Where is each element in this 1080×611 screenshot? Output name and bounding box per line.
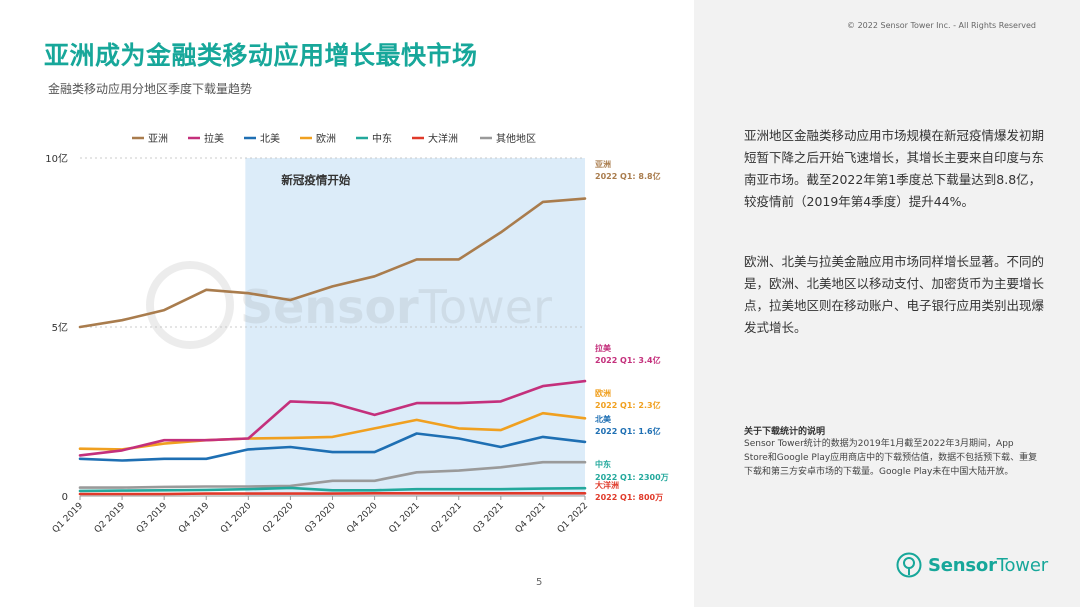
series-line — [78, 432, 587, 462]
legend-label: 其他地区 — [496, 132, 536, 145]
legend-label: 北美 — [260, 132, 280, 145]
x-tick-label: Q4 2020 — [345, 501, 380, 536]
note-title: 关于下载统计的说明 — [744, 427, 826, 437]
series-line — [78, 460, 587, 489]
x-tick-label: Q3 2019 — [135, 501, 170, 536]
end-label-value: 2022 Q1: 2300万 — [595, 473, 669, 482]
series-line — [78, 379, 587, 457]
brand-logo-bold: Sensor — [928, 554, 997, 576]
x-tick-label: Q1 2021 — [387, 501, 421, 535]
end-label-name: 欧洲 — [595, 388, 611, 398]
series-line — [78, 491, 587, 496]
chart-area: 新冠疫情开始 SensorTower 0 5亿 10亿 Q1 2019 Q2 2019 Q3 … — [45, 132, 669, 536]
legend-label: 欧洲 — [316, 133, 336, 145]
series-line — [78, 197, 587, 329]
right-panel — [694, 0, 1080, 607]
sensortower-watermark: SensorTower — [146, 261, 552, 349]
summary-paragraph-2: 欧洲、北美与拉美金融应用市场同样增长显著。不同的是，欧洲、北美地区以移动支付、加… — [744, 254, 1045, 335]
x-tick-label: Q2 2020 — [261, 501, 296, 536]
x-tick-label: Q4 2021 — [514, 501, 548, 535]
end-label-value: 2022 Q1: 1.6亿 — [595, 426, 661, 436]
watermark-text: SensorTower — [240, 280, 552, 334]
legend-label: 中东 — [372, 132, 392, 145]
end-label-name: 北美 — [595, 414, 612, 424]
end-label-value: 2022 Q1: 3.4亿 — [595, 355, 661, 365]
x-tick-label: Q3 2020 — [303, 501, 338, 536]
end-label-name: 拉美 — [595, 343, 612, 353]
x-tick-label: Q3 2021 — [472, 501, 506, 535]
legend-label: 大洋洲 — [428, 132, 458, 145]
y-tick-label: 5亿 — [52, 321, 68, 334]
chart-subtitle: 金融类移动应用分地区季度下载量趋势 — [48, 82, 253, 96]
x-tick-label: Q2 2019 — [93, 501, 128, 536]
copyright-text: © 2022 Sensor Tower Inc. - All Rights Re… — [847, 21, 1036, 30]
end-label-value: 2022 Q1: 2.3亿 — [595, 400, 661, 410]
legend-label: 亚洲 — [148, 133, 168, 145]
end-label-name: 亚洲 — [595, 160, 611, 169]
series-line — [78, 486, 587, 493]
covid-region-label: 新冠疫情开始 — [281, 173, 350, 187]
x-tick-label: Q4 2019 — [177, 501, 212, 536]
y-tick-label: 10亿 — [45, 152, 68, 165]
x-tick-label: Q1 2020 — [219, 501, 254, 536]
end-label-value: 2022 Q1: 800万 — [595, 493, 663, 502]
brand-logo: SensorTower — [896, 552, 1048, 578]
x-tick-label: Q1 2022 — [556, 501, 590, 535]
watermark-logo-icon — [146, 261, 234, 349]
end-label-name: 大洋洲 — [595, 480, 619, 490]
sensor-tower-logo-icon — [896, 552, 922, 578]
summary-paragraph-1: 亚洲地区金融类移动应用市场规模在新冠疫情爆发初期短暂下降之后开始飞速增长，其增长… — [744, 128, 1045, 209]
y-tick-label: 0 — [62, 492, 68, 503]
note-body: Sensor Tower统计的数据为2019年1月截至2022年3月期间，App… — [744, 439, 1038, 477]
brand-logo-text: SensorTower — [928, 555, 1048, 576]
x-tick-label: Q2 2021 — [430, 501, 464, 535]
series-line — [78, 411, 587, 451]
page-title: 亚洲成为金融类移动应用增长最快市场 — [44, 41, 478, 70]
brand-logo-light: Tower — [996, 554, 1048, 576]
end-label-name: 中东 — [595, 459, 611, 469]
legend-label: 拉美 — [204, 132, 224, 145]
page-number: 5 — [536, 577, 543, 588]
x-tick-label: Q1 2019 — [51, 501, 86, 536]
end-label-value: 2022 Q1: 8.8亿 — [595, 171, 661, 181]
